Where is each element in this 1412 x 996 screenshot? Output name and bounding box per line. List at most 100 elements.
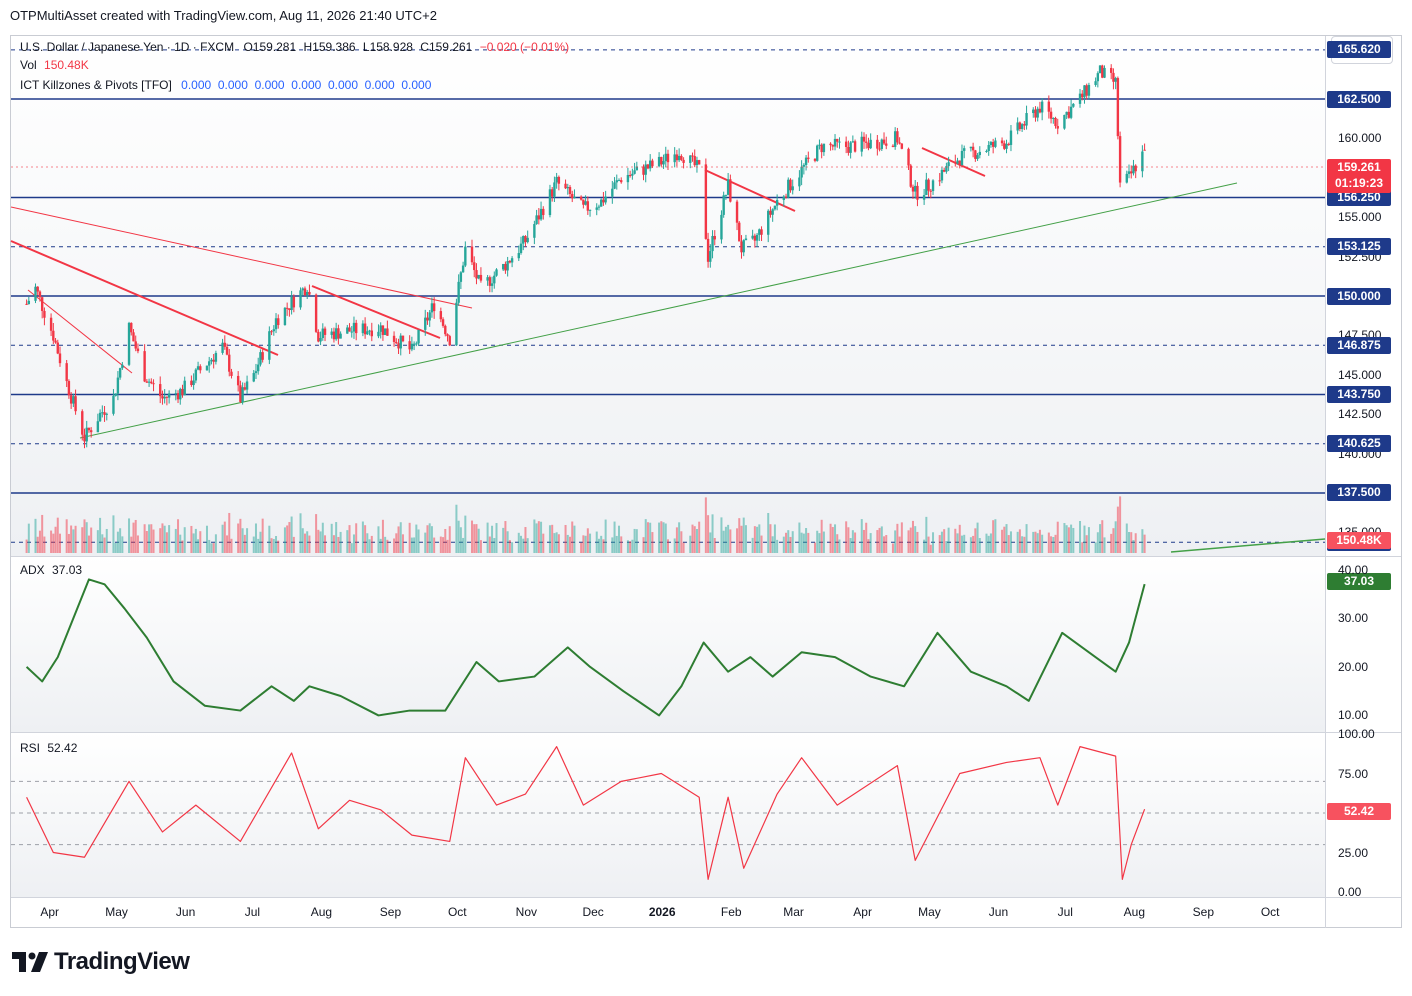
volume-bar — [526, 538, 529, 553]
volume-bar — [963, 534, 966, 553]
candle-body — [1016, 122, 1019, 131]
volume-bar — [477, 528, 480, 553]
volume-bar — [159, 528, 162, 553]
candle-body — [896, 131, 899, 143]
candle-body — [755, 234, 759, 241]
volume-bar — [81, 527, 84, 553]
candle-body — [816, 145, 819, 161]
volume-bar — [90, 527, 93, 553]
volume-bar — [969, 537, 972, 553]
volume-bar — [845, 521, 848, 553]
volume-bar — [192, 533, 195, 553]
adx-label: ADX — [20, 563, 45, 577]
indicator-name[interactable]: ICT Killzones & Pivots [TFO] — [20, 78, 172, 92]
volume-bar — [504, 521, 507, 553]
candle-body — [648, 160, 652, 169]
adx-legend[interactable]: ADX 37.03 — [20, 563, 82, 577]
candle-body — [194, 369, 198, 381]
candle-body — [555, 176, 558, 183]
volume-trend-line[interactable] — [1170, 538, 1326, 553]
volume-bar — [410, 537, 413, 553]
candle-body — [742, 240, 745, 253]
volume-bar — [869, 533, 872, 553]
candle-body — [361, 323, 365, 334]
volume-bar — [308, 535, 311, 553]
symbol-name[interactable]: U.S. Dollar / Japanese Yen · 1D · FXCM — [20, 40, 235, 54]
level-tag-162.500: 162.500 — [1327, 90, 1391, 108]
candle-body — [446, 334, 449, 337]
candle-body — [112, 395, 115, 414]
tradingview-logo[interactable]: TradingView — [12, 948, 190, 976]
downtrend-line[interactable] — [704, 169, 796, 212]
downtrend-line[interactable] — [10, 206, 473, 309]
candle-body — [724, 194, 728, 196]
volume-bar — [785, 532, 788, 553]
volume-bar — [459, 527, 462, 553]
volume-bar — [736, 528, 739, 553]
downtrend-line[interactable] — [311, 285, 441, 339]
volume-bar — [738, 518, 741, 553]
volume-bar — [56, 517, 59, 553]
volume-bar — [306, 531, 309, 553]
candle-body — [519, 243, 523, 254]
candle-body — [680, 155, 683, 160]
volume-bar — [595, 531, 598, 553]
volume-bar — [43, 536, 46, 553]
volume-bar — [1065, 525, 1068, 553]
rsi-line[interactable] — [26, 746, 1146, 880]
time-axis-label: Sep — [379, 905, 402, 919]
candle-body — [415, 343, 418, 345]
candle-body — [368, 330, 371, 332]
volume-legend[interactable]: Vol 150.48K — [20, 58, 89, 72]
volume-bar — [136, 535, 139, 553]
volume-bar — [758, 524, 761, 553]
time-axis-label: Apr — [40, 905, 60, 919]
candle-body — [954, 162, 957, 164]
volume-bar — [337, 536, 340, 553]
candle-body — [444, 325, 447, 335]
volume-bar — [629, 541, 632, 553]
candle-body — [782, 196, 786, 200]
volume-bar — [145, 531, 148, 553]
symbol-legend[interactable]: U.S. Dollar / Japanese Yen · 1D · FXCM O… — [20, 40, 569, 54]
candle-body — [25, 303, 28, 305]
candle-body — [136, 348, 140, 352]
candle-body — [190, 380, 193, 386]
candle-body — [268, 331, 271, 360]
candle-body — [165, 396, 169, 398]
indicator-legend[interactable]: ICT Killzones & Pivots [TFO] 0.000 0.000… — [20, 78, 431, 92]
candle-body — [1052, 117, 1055, 119]
candle-body — [1065, 111, 1068, 115]
candle-body — [911, 186, 915, 192]
volume-bar — [831, 527, 834, 553]
volume-bar — [557, 534, 560, 553]
downtrend-line[interactable] — [10, 240, 279, 356]
candle-body — [239, 385, 242, 402]
time-axis-label: Jul — [244, 905, 261, 919]
volume-bar — [257, 538, 260, 553]
candle-body — [631, 173, 634, 176]
candle-body — [306, 291, 309, 296]
volume-bar — [246, 528, 249, 553]
candle-body — [199, 366, 202, 371]
adx-line[interactable] — [25, 578, 1146, 717]
volume-bar — [537, 521, 540, 553]
uptrend-support-line[interactable] — [79, 182, 1238, 439]
candle-body — [798, 177, 801, 187]
volume-bar — [522, 538, 525, 553]
chart-attribution: OTPMultiAsset created with TradingView.c… — [10, 8, 437, 23]
candle-body — [969, 146, 973, 149]
candle-body — [829, 143, 832, 146]
volume-bar — [898, 536, 901, 553]
candle-body — [243, 387, 247, 390]
rsi-legend[interactable]: RSI 52.42 — [20, 741, 77, 755]
candle-body — [642, 166, 645, 175]
downtrend-line[interactable] — [921, 147, 986, 177]
volume-bar — [667, 539, 669, 553]
volume-bar — [711, 514, 714, 553]
downtrend-line[interactable] — [27, 289, 133, 374]
volume-bar — [446, 539, 449, 553]
volume-bar — [183, 527, 186, 553]
candle-body — [869, 139, 872, 149]
